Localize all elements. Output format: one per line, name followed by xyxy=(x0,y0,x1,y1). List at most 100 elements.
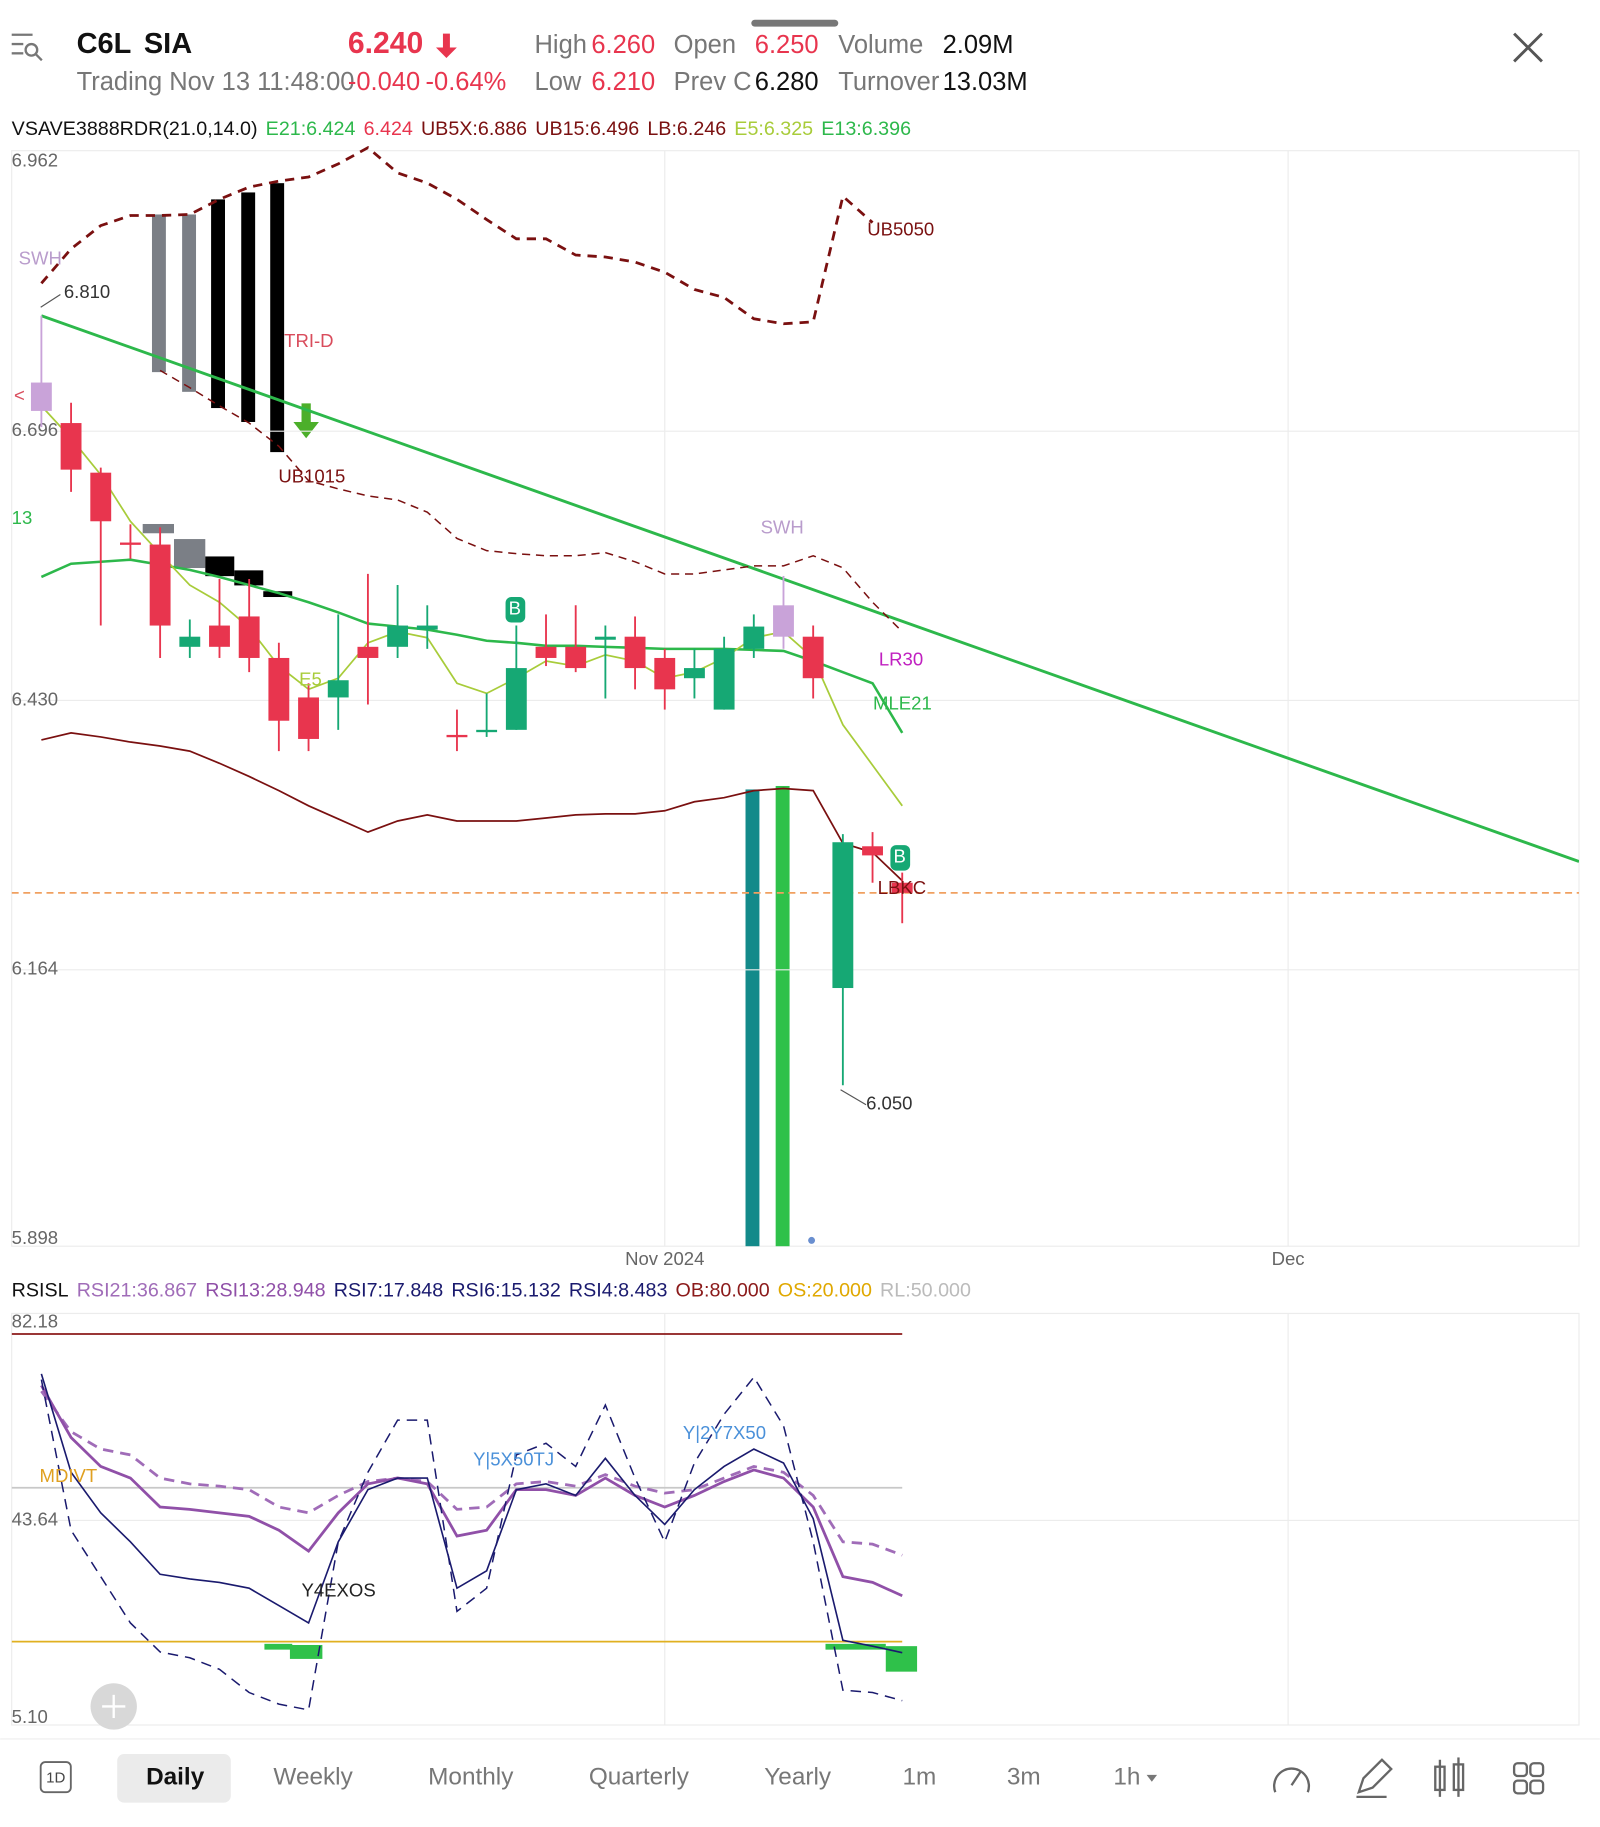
annotation: Y|2Y7X50 xyxy=(683,1422,766,1443)
change: -0.040 xyxy=(348,68,420,96)
legend-item: LB:6.246 xyxy=(647,118,726,140)
candle-body xyxy=(713,648,735,710)
candle-body xyxy=(416,625,438,630)
price: 6.240 xyxy=(348,27,423,60)
stat-label: Turnover xyxy=(838,68,940,96)
y-tick-label: 5.898 xyxy=(12,1227,58,1248)
series-label: UB1015 xyxy=(278,466,345,487)
close-button[interactable] xyxy=(1513,32,1543,63)
tab[interactable]: 1h xyxy=(1113,1764,1140,1791)
legend-item: OB:80.000 xyxy=(676,1280,770,1302)
series-label: UB5050 xyxy=(867,219,934,240)
stat-value: 6.210 xyxy=(591,68,655,96)
more-icon[interactable] xyxy=(1512,1762,1545,1795)
annotation: TRI-D xyxy=(284,330,333,351)
menu-icon[interactable] xyxy=(11,33,43,62)
candle-body xyxy=(30,382,52,411)
indicator-line xyxy=(40,146,874,326)
tab[interactable]: Daily xyxy=(146,1764,205,1791)
candle-body xyxy=(327,680,349,698)
legend-item: E5:6.325 xyxy=(734,118,813,140)
candle-body xyxy=(802,636,824,679)
tab[interactable]: Quarterly xyxy=(589,1764,690,1791)
tab[interactable]: 3m xyxy=(1007,1764,1041,1791)
annotation: 6.810 xyxy=(64,281,110,302)
y-tick-label: 6.430 xyxy=(12,688,58,709)
tab[interactable]: Weekly xyxy=(273,1764,353,1791)
interval-icon-label: 1D xyxy=(46,1769,65,1786)
stat-label: High xyxy=(535,31,587,59)
tab[interactable]: Yearly xyxy=(764,1764,832,1791)
annotation: 6.050 xyxy=(866,1093,912,1114)
status: Trading Nov 13 11:48:00 xyxy=(77,68,355,96)
indicator-icon[interactable] xyxy=(1272,1767,1311,1793)
stat-label: Open xyxy=(674,31,736,59)
indicator-line xyxy=(41,732,903,882)
stat-label: Volume xyxy=(838,31,923,59)
legend-item: RSI21:36.867 xyxy=(77,1280,197,1302)
candle-body xyxy=(90,472,112,522)
annotation: LR30 xyxy=(879,649,923,670)
annotation: B xyxy=(509,598,521,619)
legend-item: UB5X:6.886 xyxy=(421,118,527,140)
candle-body xyxy=(891,882,913,893)
legend-item: RL:50.000 xyxy=(880,1280,971,1302)
y-tick-label: 5.10 xyxy=(12,1706,48,1727)
annotation: MDIVT xyxy=(40,1465,98,1486)
stat-value: 13.03M xyxy=(943,68,1028,96)
stat-value: 6.280 xyxy=(755,68,819,96)
symbol: C6L xyxy=(77,28,132,60)
stat-value: 6.250 xyxy=(755,31,819,59)
annotation: SWH xyxy=(761,517,804,538)
vsa-markers xyxy=(40,183,918,1672)
legend-item: 6.424 xyxy=(364,118,413,140)
legend-item: RSI4:8.483 xyxy=(569,1280,668,1302)
candle-body xyxy=(565,646,587,669)
change-pct: -0.64% xyxy=(426,68,507,96)
tab[interactable]: Monthly xyxy=(428,1764,514,1791)
candle-body xyxy=(743,626,765,649)
company-name: SIA xyxy=(144,28,192,60)
interval-icon[interactable] xyxy=(39,1761,72,1794)
draw-icon[interactable] xyxy=(1356,1758,1393,1799)
candle-body xyxy=(832,842,854,989)
down-arrow xyxy=(435,33,457,58)
candle-body xyxy=(268,657,290,721)
price-panel xyxy=(11,150,1580,1247)
candle-body xyxy=(446,734,468,738)
x-tick-label: Dec xyxy=(1272,1248,1305,1269)
x-tick-label: Nov 2024 xyxy=(625,1248,704,1269)
legend-item: E13:6.396 xyxy=(821,118,911,140)
add-button[interactable] xyxy=(90,1683,137,1730)
legend: VSAVE3888RDR(21.0,14.0) E21:6.424 6.424 UB5… xyxy=(12,118,911,140)
rsi-line xyxy=(40,1375,903,1711)
rsi-panel xyxy=(11,1312,1580,1726)
indicator-line xyxy=(40,558,904,734)
legend-item: RSISL xyxy=(12,1280,69,1302)
rsi-line xyxy=(40,1390,903,1557)
legend-item: E21:6.424 xyxy=(266,118,356,140)
stat-value: 6.260 xyxy=(591,31,655,59)
series-label: E5 xyxy=(299,668,322,689)
y-tick-label: 6.696 xyxy=(12,419,58,440)
annotation: < xyxy=(14,384,25,405)
drag-handle[interactable] xyxy=(751,19,839,27)
chart-type-icon[interactable] xyxy=(1434,1757,1465,1797)
annotation: Y|5X50TJ xyxy=(473,1449,554,1470)
candle-body xyxy=(594,636,616,640)
candle-body xyxy=(476,729,498,733)
y-tick-label: 6.164 xyxy=(12,958,58,979)
legend-item: UB15:6.496 xyxy=(535,118,639,140)
candle-body xyxy=(654,657,676,690)
legend-item: OS:20.000 xyxy=(778,1280,872,1302)
candle-body xyxy=(505,668,527,730)
candle-body xyxy=(120,542,141,545)
tab[interactable]: 1m xyxy=(903,1764,937,1791)
candle-body xyxy=(773,605,794,637)
candle-body xyxy=(387,625,409,647)
candle-body xyxy=(298,697,319,739)
annotation: 13 xyxy=(12,507,33,528)
candle-body xyxy=(60,423,82,470)
y-tick-label: 6.962 xyxy=(12,150,58,171)
